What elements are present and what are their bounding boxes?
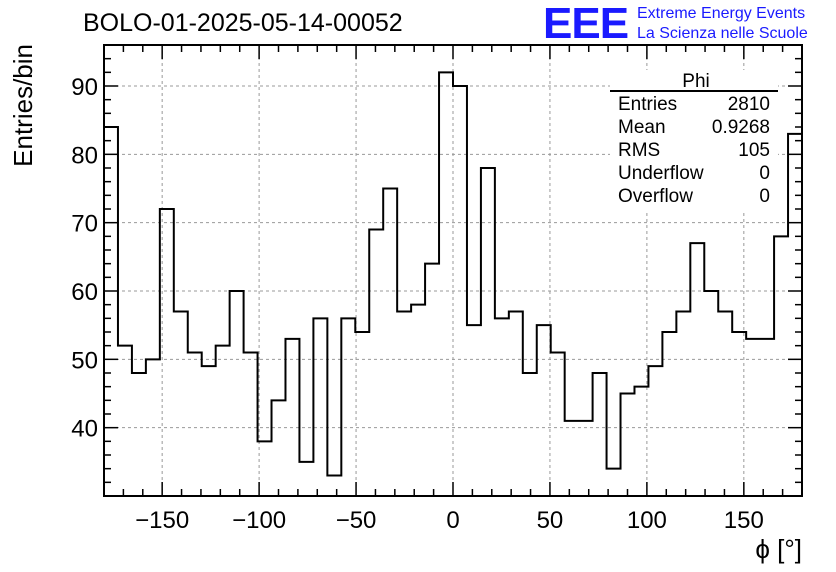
y-tick-label: 50 — [71, 347, 98, 374]
stats-row-label: Mean — [618, 117, 666, 138]
x-axis-label: ϕ [°] — [755, 534, 802, 564]
y-axis-label: Entries/bin — [8, 44, 38, 167]
x-tick-label: 50 — [537, 507, 564, 534]
stats-box-title: Phi — [682, 71, 709, 92]
stats-row-value: 0 — [759, 186, 770, 207]
stats-row-label: RMS — [618, 140, 660, 161]
y-tick-label: 90 — [71, 74, 98, 101]
x-tick-label: −150 — [135, 507, 189, 534]
y-tick-label: 40 — [71, 416, 98, 443]
y-tick-label: 80 — [71, 142, 98, 169]
x-tick-label: 150 — [724, 507, 764, 534]
stats-row-value: 105 — [738, 140, 770, 161]
stats-row-value: 2810 — [728, 94, 770, 115]
stats-row-value: 0.9268 — [712, 117, 770, 138]
y-tick-labels: 40 50 60 70 80 90 — [71, 74, 98, 443]
stats-box-background — [610, 70, 778, 210]
logo-subtitle-line2: La Scienza nelle Scuole — [637, 25, 808, 42]
stats-row-value: 0 — [759, 163, 770, 184]
stats-row-label: Overflow — [618, 186, 693, 207]
y-tick-label: 70 — [71, 211, 98, 238]
x-tick-label: 100 — [627, 507, 667, 534]
axis-ticks — [103, 44, 803, 497]
histogram-outline — [104, 71, 802, 477]
x-tick-label: −50 — [336, 507, 377, 534]
chart-title: BOLO-01-2025-05-14-00052 — [83, 9, 403, 37]
stats-row-label: Entries — [618, 94, 677, 115]
x-tick-label: −100 — [232, 507, 286, 534]
stats-row-label: Underflow — [618, 163, 704, 184]
stats-box: Phi Entries 2810 Mean 0.9268 RMS 105 Underflow… — [610, 70, 778, 210]
eee-logo: EEE — [543, 0, 629, 48]
x-tick-labels: −150 −100 −50 0 50 100 150 — [135, 507, 764, 534]
logo-subtitle-line1: Extreme Energy Events — [637, 5, 806, 22]
stats-box-rows: Entries 2810 Mean 0.9268 RMS 105 Underflow 0 Ove… — [618, 94, 770, 207]
x-tick-label: 0 — [446, 507, 459, 534]
y-tick-label: 60 — [71, 279, 98, 306]
